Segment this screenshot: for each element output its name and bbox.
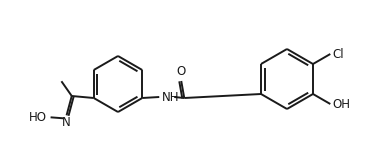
Text: O: O [176,65,186,78]
Text: Cl: Cl [332,47,344,60]
Text: HO: HO [29,111,47,124]
Text: N: N [62,116,71,129]
Text: NH: NH [162,90,180,104]
Text: OH: OH [332,97,350,111]
